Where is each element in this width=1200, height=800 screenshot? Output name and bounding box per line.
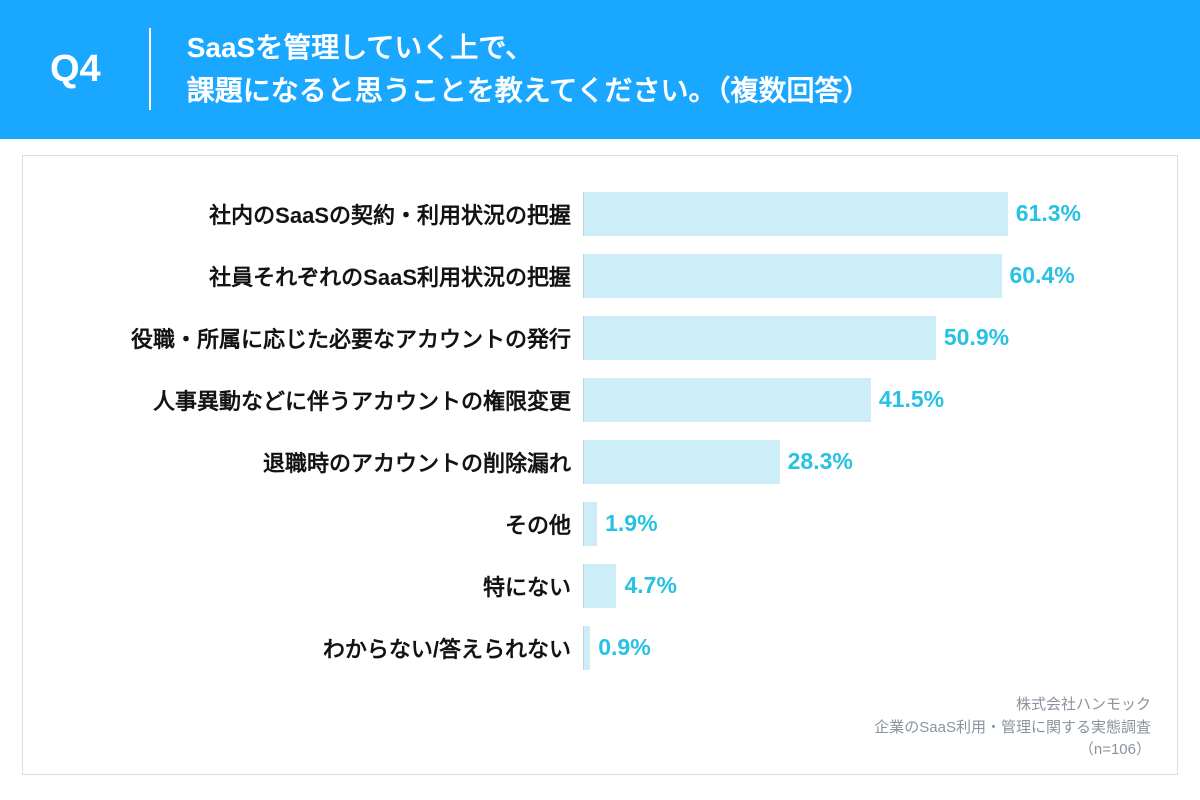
- bar: [584, 254, 1002, 298]
- bar: [584, 316, 936, 360]
- bar-zone: 0.9%: [583, 626, 1137, 670]
- chart-row: わからない/答えられない 0.9%: [63, 626, 1137, 670]
- bar-zone: 50.9%: [583, 316, 1137, 360]
- row-label: 役職・所属に応じた必要なアカウントの発行: [63, 322, 583, 354]
- bar: [584, 564, 616, 608]
- bar: [584, 502, 597, 546]
- bar-zone: 28.3%: [583, 440, 1137, 484]
- row-label: 特にない: [63, 570, 583, 602]
- bar-zone: 41.5%: [583, 378, 1137, 422]
- bar-value: 60.4%: [1010, 262, 1075, 289]
- row-label: 退職時のアカウントの削除漏れ: [63, 446, 583, 478]
- bar-value: 50.9%: [944, 324, 1009, 351]
- bar-zone: 4.7%: [583, 564, 1137, 608]
- chart-row: 退職時のアカウントの削除漏れ 28.3%: [63, 440, 1137, 484]
- attribution-company: 株式会社ハンモック: [874, 694, 1151, 717]
- bar-value: 4.7%: [624, 572, 676, 599]
- chart-row: その他 1.9%: [63, 502, 1137, 546]
- question-number: Q4: [50, 48, 149, 91]
- question-title-line1: SaaSを管理していく上で、: [187, 26, 871, 69]
- bar-zone: 60.4%: [583, 254, 1137, 298]
- chart-row: 社内のSaaSの契約・利用状況の把握 61.3%: [63, 192, 1137, 236]
- bar-value: 0.9%: [598, 634, 650, 661]
- row-label: わからない/答えられない: [63, 632, 583, 664]
- chart-row: 役職・所属に応じた必要なアカウントの発行 50.9%: [63, 316, 1137, 360]
- bar-chart: 社内のSaaSの契約・利用状況の把握 61.3% 社員それぞれのSaaS利用状況の把…: [63, 192, 1137, 712]
- question-title-line2: 課題になると思うことを教えてください。（複数回答）: [187, 69, 871, 112]
- chart-container: 社内のSaaSの契約・利用状況の把握 61.3% 社員それぞれのSaaS利用状況の把…: [22, 155, 1178, 775]
- bar-value: 61.3%: [1016, 200, 1081, 227]
- bar: [584, 192, 1008, 236]
- bar-zone: 61.3%: [583, 192, 1137, 236]
- chart-row: 人事異動などに伴うアカウントの権限変更 41.5%: [63, 378, 1137, 422]
- chart-row: 特にない 4.7%: [63, 564, 1137, 608]
- bar: [584, 378, 871, 422]
- question-title: SaaSを管理していく上で、 課題になると思うことを教えてください。（複数回答）: [187, 26, 871, 113]
- bar: [584, 440, 780, 484]
- attribution: 株式会社ハンモック 企業のSaaS利用・管理に関する実態調査 （n=106）: [874, 694, 1151, 762]
- bar: [584, 626, 590, 670]
- row-label: 人事異動などに伴うアカウントの権限変更: [63, 384, 583, 416]
- attribution-n: （n=106）: [874, 739, 1151, 762]
- bar-value: 41.5%: [879, 386, 944, 413]
- row-label: 社員それぞれのSaaS利用状況の把握: [63, 260, 583, 292]
- attribution-survey: 企業のSaaS利用・管理に関する実態調査: [874, 717, 1151, 740]
- row-label: その他: [63, 508, 583, 540]
- bar-value: 1.9%: [605, 510, 657, 537]
- question-header: Q4 SaaSを管理していく上で、 課題になると思うことを教えてください。（複数…: [0, 0, 1200, 139]
- row-label: 社内のSaaSの契約・利用状況の把握: [63, 198, 583, 230]
- chart-row: 社員それぞれのSaaS利用状況の把握 60.4%: [63, 254, 1137, 298]
- bar-value: 28.3%: [788, 448, 853, 475]
- chart-rows: 社内のSaaSの契約・利用状況の把握 61.3% 社員それぞれのSaaS利用状況の把…: [63, 192, 1137, 712]
- header-divider: [149, 28, 151, 110]
- bar-zone: 1.9%: [583, 502, 1137, 546]
